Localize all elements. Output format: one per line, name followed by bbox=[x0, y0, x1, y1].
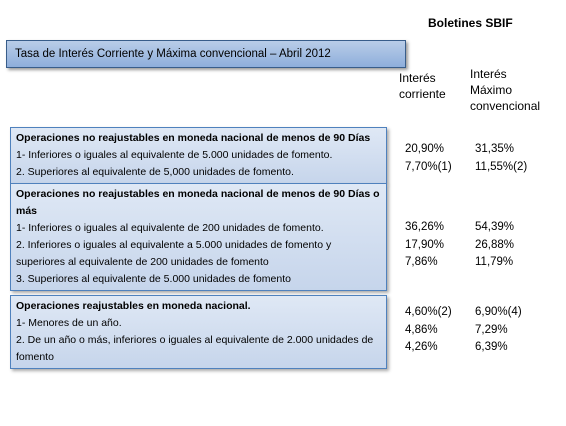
section-box: Operaciones no reajustables en moneda na… bbox=[10, 183, 387, 291]
section-item: 2. Superiores al equivalente de 5,000 un… bbox=[16, 166, 294, 178]
section-item: 1- Inferiores o iguales al equivalente d… bbox=[16, 149, 333, 161]
section-item: 2. Inferiores o iguales al equivalente a… bbox=[16, 239, 332, 268]
section-title: Operaciones reajustables en moneda nacio… bbox=[16, 300, 251, 312]
rate: 11,79% bbox=[475, 256, 514, 268]
rate: 7,86% bbox=[405, 256, 438, 268]
section-item: 2. De un año o más, inferiores o iguales… bbox=[16, 334, 374, 363]
rate: 31,35% bbox=[475, 143, 515, 155]
section-item: 1- Inferiores o iguales al equivalente d… bbox=[16, 222, 324, 234]
section-box: Operaciones no reajustables en moneda na… bbox=[10, 127, 387, 184]
column-header: Interés corriente bbox=[399, 71, 446, 101]
rate: 54,39% bbox=[475, 221, 515, 233]
column-header: Interés Máximo convencional bbox=[470, 67, 541, 113]
header-title: Boletines SBIF bbox=[428, 16, 513, 30]
rate: 4,60%(2) bbox=[405, 306, 452, 318]
rate: 7,29% bbox=[475, 323, 508, 336]
rate: 6,90%(4) bbox=[475, 306, 522, 318]
rate: 17,90% bbox=[405, 238, 445, 251]
section-item: 1- Menores de un año. bbox=[16, 317, 122, 329]
rate: 11,55%(2) bbox=[475, 160, 528, 173]
rate: 36,26% bbox=[405, 221, 445, 233]
banner: Tasa de Interés Corriente y Máxima conve… bbox=[6, 40, 406, 68]
rate: 4,26% bbox=[405, 341, 438, 353]
section-item: 3. Superiores al equivalente de 5.000 un… bbox=[16, 273, 291, 285]
section-title: Operaciones no reajustables en moneda na… bbox=[16, 132, 371, 144]
rate: 4,86% bbox=[405, 323, 438, 336]
rate: 26,88% bbox=[475, 238, 515, 251]
rate: 7,70%(1) bbox=[405, 160, 452, 173]
section-title: Operaciones no reajustables en moneda na… bbox=[16, 188, 380, 217]
rate: 6,39% bbox=[475, 341, 508, 353]
rate: 20,90% bbox=[405, 143, 445, 155]
section-box: Operaciones reajustables en moneda nacio… bbox=[10, 295, 387, 369]
